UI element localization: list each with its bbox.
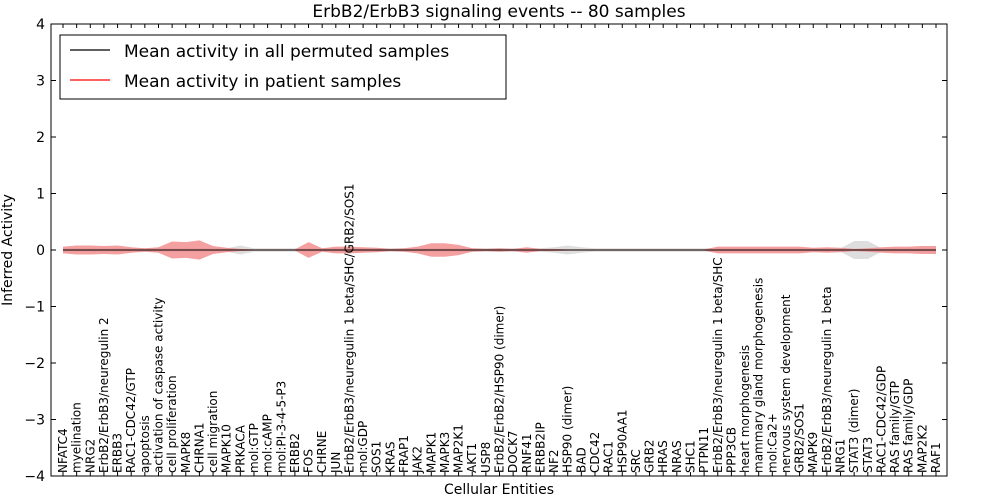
x-tick-label: SOS1: [370, 441, 384, 473]
x-tick-label: MAP2K1: [452, 424, 466, 473]
x-tick-label: USP8: [479, 442, 493, 473]
x-tick-label: RAC1-CDC42/GDP: [874, 366, 888, 473]
x-tick-label: GRB2/SOS1: [793, 403, 807, 473]
x-tick-label: ErbB2/ErbB3/neuregulin 2: [97, 317, 111, 473]
x-tick-label: mol:Ca2+: [765, 413, 779, 473]
x-tick-label: NF2: [547, 449, 561, 473]
x-axis-label: Cellular Entities: [444, 482, 554, 498]
plot-frame: [50, 23, 948, 477]
x-tick-label: HSP90AA1: [615, 409, 629, 473]
x-tick-label: SRC: [629, 449, 643, 473]
x-tick-label: GRB2: [643, 439, 657, 473]
x-tick-label: ErbB2/ErbB2/HSP90 (dimer): [493, 306, 507, 473]
y-tick-label: −1: [24, 300, 45, 316]
x-tick-label: NRG1: [834, 439, 848, 473]
x-tick-label: NRG2: [83, 439, 97, 473]
x-tick-label: HSP90 (dimer): [561, 386, 575, 473]
legend: Mean activity in all permuted samples Me…: [59, 34, 507, 100]
x-tick-label: JAK2: [411, 446, 425, 474]
x-tick-label: RAS family/GDP: [902, 379, 916, 473]
x-tick-label: ERBB2IP: [533, 422, 547, 473]
y-tick-label: 3: [36, 74, 45, 90]
x-tick-label: FOS: [302, 449, 316, 473]
x-tick-label: STAT3 (dimer): [847, 389, 861, 473]
x-tick-label: heart morphogenesis: [738, 345, 752, 473]
y-axis-label: Inferred Activity: [0, 194, 16, 306]
x-tick-label: MAPK8: [179, 432, 193, 473]
chart-title: ErbB2/ErbB3 signaling events -- 80 sampl…: [312, 2, 685, 22]
y-tick-label: 0: [36, 243, 45, 259]
x-tick-label: RNF41: [520, 434, 534, 474]
x-tick-label: MAPK1: [424, 432, 438, 473]
x-tick-label: PPP3CB: [724, 427, 738, 473]
x-tick-label: RAF1: [929, 442, 943, 473]
x-tick-label: HRAS: [656, 440, 670, 473]
x-tick-label: CHRNA1: [192, 422, 206, 473]
x-tick-label: ERBB2: [288, 433, 302, 473]
legend-frame: [59, 34, 507, 100]
x-tick-label: MAPK10: [220, 424, 234, 473]
x-tick-label: mammary gland morphogenesis: [752, 278, 766, 473]
x-tick-label: CDC42: [588, 432, 602, 473]
x-tick-label: cell migration: [206, 391, 220, 473]
x-tick-label: MAPK3: [438, 432, 452, 473]
x-tick-label: RAC1: [602, 441, 616, 473]
x-tick-label: ErbB2/ErbB3/neuregulin 1 beta/SHC/GRB2/S…: [343, 183, 357, 473]
y-tick-label: −2: [24, 356, 45, 372]
x-tick-label: mol:GTP: [247, 423, 261, 473]
x-tick-label: cell proliferation: [165, 375, 179, 473]
legend-label-patient: Mean activity in patient samples: [124, 72, 401, 92]
x-tick-label: activation of caspase activity: [152, 298, 166, 473]
legend-label-permuted: Mean activity in all permuted samples: [124, 42, 449, 62]
x-tick-label: MAPK9: [806, 432, 820, 473]
x-tick-label: myelination: [70, 402, 84, 473]
x-tick-label: PRKACA: [233, 424, 247, 473]
y-tick-label: 4: [36, 17, 45, 33]
x-tick-label: ErbB2/ErbB3/neuregulin 1 beta: [820, 286, 834, 473]
x-tick-label: mol:GDP: [356, 421, 370, 473]
x-tick-label: RAC1-CDC42/GTP: [124, 368, 138, 473]
x-tick-label: DOCK7: [506, 430, 520, 473]
x-tick-label: SHC1: [684, 440, 698, 473]
x-tick-label: ERBB3: [111, 433, 125, 473]
x-tick-label: PTPN11: [697, 427, 711, 473]
x-tick-label: NRAS: [670, 440, 684, 473]
x-tick-label: BAD: [574, 447, 588, 473]
x-tick-label: mol:PI-3-4-5-P3: [274, 381, 288, 473]
x-tick-label: ErbB2/ErbB3/neuregulin 1 beta/SHC: [711, 257, 725, 473]
y-tick-label: 1: [36, 187, 45, 203]
x-tick-label: MAP2K2: [915, 424, 929, 473]
x-tick-label: apoptosis: [138, 415, 152, 473]
x-tick-label: KRAS: [383, 441, 397, 473]
y-tick-label: −4: [24, 469, 45, 485]
x-tick-label: CHRNE: [315, 431, 329, 473]
x-tick-label: NFATC4: [56, 428, 70, 473]
x-tick-label: AKT1: [465, 443, 479, 473]
y-axis-ticks: −4 −3 −2 −1 0 1 2 3 4: [24, 17, 947, 485]
y-tick-label: −3: [24, 413, 45, 429]
x-tick-label: FRAP1: [397, 435, 411, 473]
x-tick-label: nervous system development: [779, 294, 793, 473]
y-tick-label: 2: [36, 130, 45, 146]
x-tick-label: JUN: [329, 452, 343, 474]
x-axis-ticks: NFATC4 myelination NRG2 ErbB2/ErbB3/neuregu…: [56, 24, 943, 476]
x-tick-label: STAT3: [861, 437, 875, 473]
x-tick-label: RAS family/GTP: [888, 381, 902, 473]
x-tick-label: mol:cAMP: [261, 414, 275, 473]
